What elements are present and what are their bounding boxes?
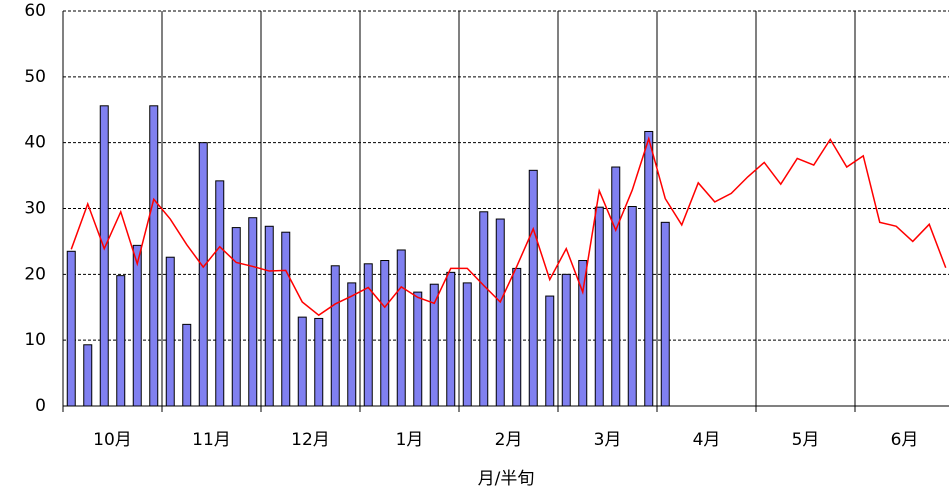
x-axis-label: 月/半旬 [478, 469, 535, 489]
x-tick-label: 10月 [93, 430, 132, 450]
bar [83, 344, 93, 407]
bar [380, 260, 390, 407]
x-tick-label: 5月 [792, 430, 820, 450]
bar [132, 244, 142, 407]
bar [396, 249, 406, 407]
bar [512, 267, 522, 407]
bar [198, 142, 208, 407]
bar [446, 271, 456, 407]
bar [248, 217, 258, 407]
bar [495, 218, 505, 407]
y-tick-label: 0 [35, 396, 46, 416]
x-tick-label: 4月 [693, 430, 721, 450]
y-tick-label: 40 [24, 133, 46, 153]
x-tick-label: 1月 [396, 430, 424, 450]
bar [66, 250, 76, 407]
bar [644, 130, 654, 407]
y-tick-label: 20 [24, 264, 46, 284]
bar [116, 275, 126, 407]
bar [363, 263, 373, 407]
y-tick-label: 10 [24, 330, 46, 350]
bar [99, 105, 109, 407]
bar [660, 221, 670, 407]
bar [611, 166, 621, 407]
bar [182, 323, 192, 407]
y-tick-label: 30 [24, 199, 46, 219]
bar [281, 231, 291, 407]
bar [627, 206, 637, 407]
x-tick-label: 2月 [495, 430, 523, 450]
bar [545, 295, 555, 407]
bar [413, 291, 423, 407]
bar [462, 282, 472, 407]
bar [561, 273, 571, 407]
x-tick-label: 3月 [594, 430, 622, 450]
bar [215, 180, 225, 407]
bar [231, 227, 241, 407]
line [70, 136, 947, 317]
bar [578, 260, 588, 407]
bar [594, 206, 604, 407]
bar [528, 169, 538, 407]
bar [330, 265, 340, 407]
bar [149, 105, 159, 407]
bar [347, 282, 357, 407]
bar [297, 316, 307, 407]
bar [429, 283, 439, 407]
x-tick-label: 6月 [891, 430, 919, 450]
y-tick-label: 50 [24, 67, 46, 87]
bar [314, 317, 324, 407]
bar [264, 225, 274, 407]
y-tick-label: 60 [24, 1, 46, 21]
x-tick-label: 12月 [291, 430, 330, 450]
bar [479, 211, 489, 407]
x-tick-label: 11月 [192, 430, 231, 450]
bar [165, 256, 175, 407]
